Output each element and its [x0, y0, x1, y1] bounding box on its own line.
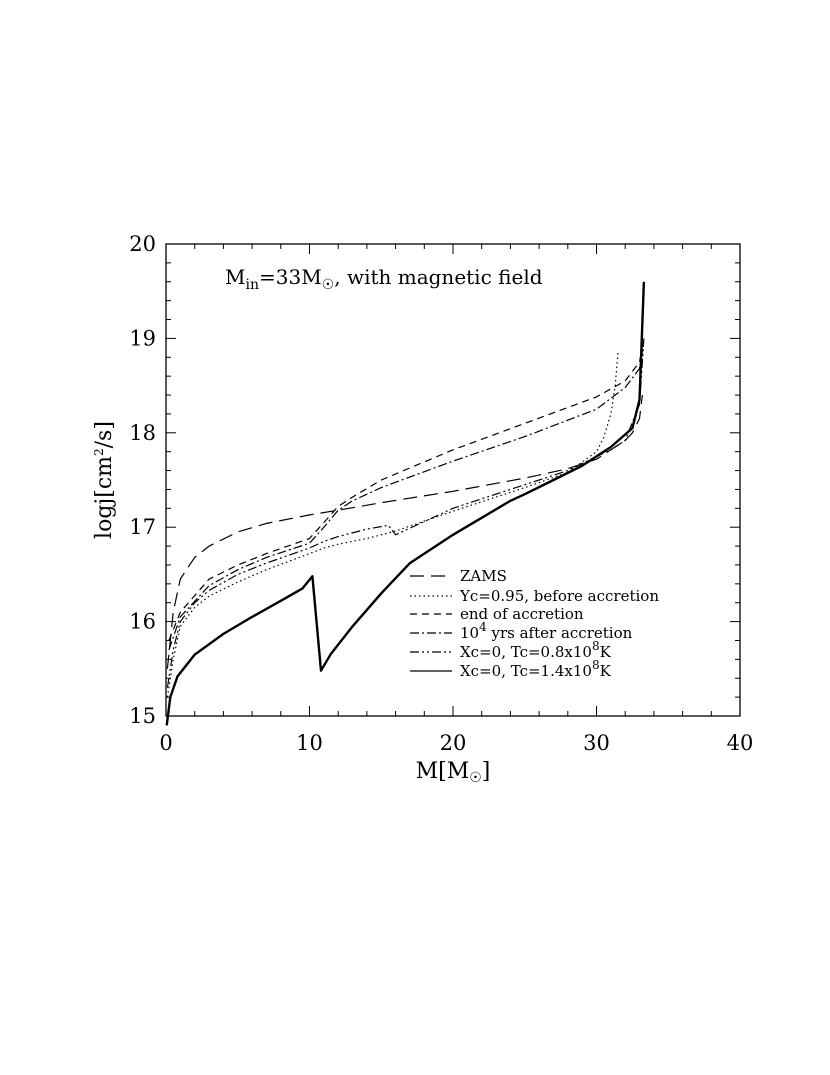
y-tick-label: 16	[129, 610, 156, 634]
legend-item-after-accretion: 104 yrs after accretion	[410, 620, 633, 642]
series-line-4	[166, 338, 645, 688]
axis-ticks	[165, 243, 741, 717]
x-tick-label: 10	[296, 731, 323, 755]
legend-item-tc-0-8: Xc=0, Tc=0.8x108K	[410, 639, 612, 661]
y-tick-label: 17	[129, 515, 156, 539]
legend-label-end-of-accretion: end of accretion	[460, 605, 584, 623]
legend-item-tc-1-4: Xc=0, Tc=1.4x108K	[410, 658, 612, 680]
legend-label-before-accretion: Yc=0.95, before accretion	[459, 587, 659, 605]
legend-item-end-of-accretion: end of accretion	[410, 605, 584, 623]
series-line-2	[168, 338, 645, 641]
legend-item-zams: ZAMS	[410, 567, 507, 585]
legend-label-tc-1-4: Xc=0, Tc=1.4x108K	[460, 658, 612, 680]
legend-label-tc-0-8: Xc=0, Tc=0.8x108K	[460, 639, 612, 661]
series-line-5	[165, 281, 646, 726]
legend: ZAMS Yc=0.95, before accretion end of ac…	[410, 567, 659, 680]
x-axis-title: M[M☉]	[416, 759, 491, 786]
x-tick-label: 20	[440, 731, 467, 755]
plot-frame	[165, 243, 741, 717]
axis-tick-labels: 0 10 20 30 40 15 16 17 18 19 20	[129, 232, 753, 755]
y-tick-label: 15	[129, 704, 156, 728]
y-axis-title: logj[cm2/s]	[92, 421, 117, 539]
plot-annotation: Min=33M☉, with magnetic field	[225, 265, 543, 293]
series-line-3	[168, 342, 645, 651]
x-tick-label: 0	[159, 731, 172, 755]
x-tick-label: 40	[727, 731, 754, 755]
legend-label-after-accretion: 104 yrs after accretion	[460, 620, 633, 642]
legend-item-before-accretion: Yc=0.95, before accretion	[410, 587, 659, 605]
x-tick-label: 30	[583, 731, 610, 755]
legend-label-zams: ZAMS	[460, 567, 507, 585]
series-line-1	[166, 352, 619, 698]
y-tick-label: 18	[129, 421, 156, 445]
y-tick-label: 19	[129, 326, 156, 350]
series-layer	[165, 281, 646, 726]
y-tick-label: 20	[129, 232, 156, 256]
